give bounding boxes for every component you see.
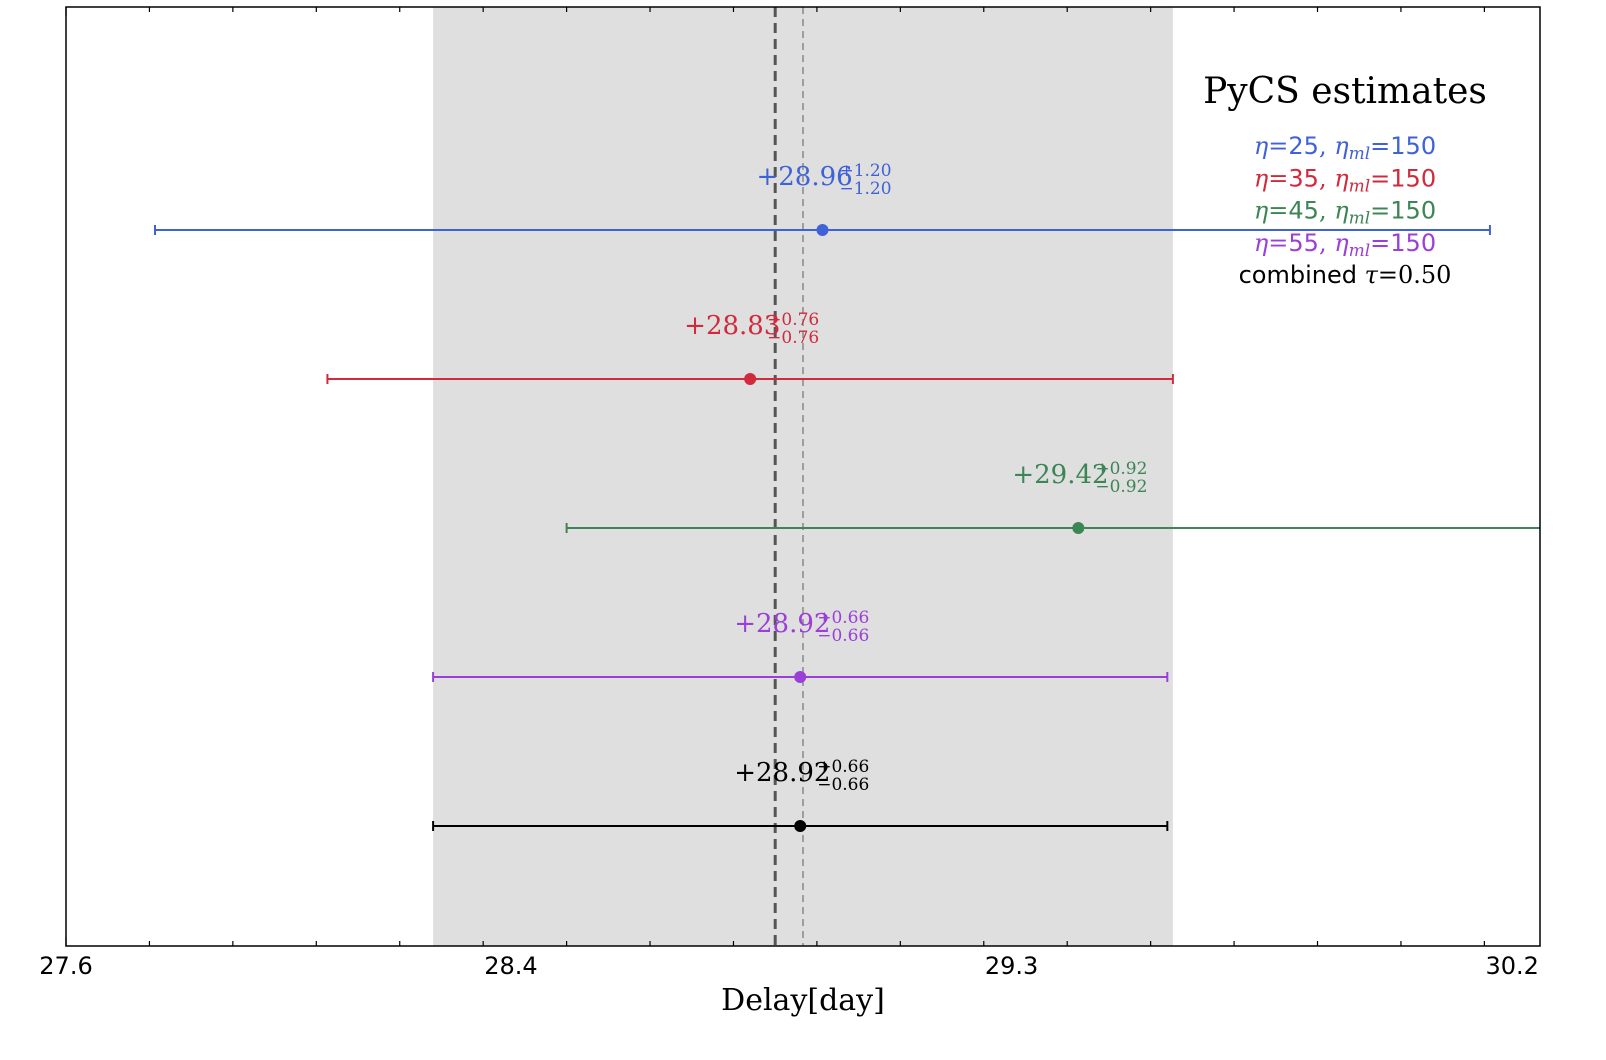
- value-plus: +0.66: [817, 757, 869, 777]
- legend-entry-1: η=25, ηml=150: [1254, 132, 1436, 164]
- legend-entry-3: η=45, ηml=150: [1254, 197, 1436, 229]
- value-main: +28.92: [734, 758, 830, 788]
- legend-entry-2: η=35, ηml=150: [1254, 164, 1436, 196]
- data-point: [794, 671, 806, 683]
- x-tick-label: 30.2: [1485, 952, 1538, 980]
- data-point: [744, 373, 756, 385]
- value-minus: −0.66: [817, 626, 869, 646]
- x-axis-label: Delay[day]: [721, 983, 885, 1018]
- value-minus: −0.66: [817, 775, 869, 795]
- data-point: [1072, 522, 1084, 534]
- value-minus: −0.92: [1095, 477, 1147, 497]
- value-plus: +0.92: [1095, 459, 1147, 479]
- legend-title: PyCS estimates: [1203, 71, 1487, 112]
- data-point: [816, 224, 828, 236]
- x-tick-label: 29.3: [985, 952, 1038, 980]
- value-plus: +0.76: [767, 310, 819, 330]
- value-minus: −1.20: [839, 179, 891, 199]
- legend-entry-4: η=55, ηml=150: [1254, 229, 1436, 261]
- value-main: +29.42: [1012, 460, 1108, 490]
- value-plus: +0.66: [817, 608, 869, 628]
- x-tick-label: 27.6: [39, 952, 92, 980]
- data-point: [794, 820, 806, 832]
- legend-entry-5: combined τ=0.50: [1239, 261, 1452, 289]
- value-minus: −0.76: [767, 328, 819, 348]
- x-tick-label: 28.4: [484, 952, 537, 980]
- value-main: +28.83: [684, 311, 780, 341]
- value-plus: +1.20: [839, 161, 891, 181]
- value-main: +28.92: [734, 609, 830, 639]
- value-main: +28.96: [756, 162, 852, 192]
